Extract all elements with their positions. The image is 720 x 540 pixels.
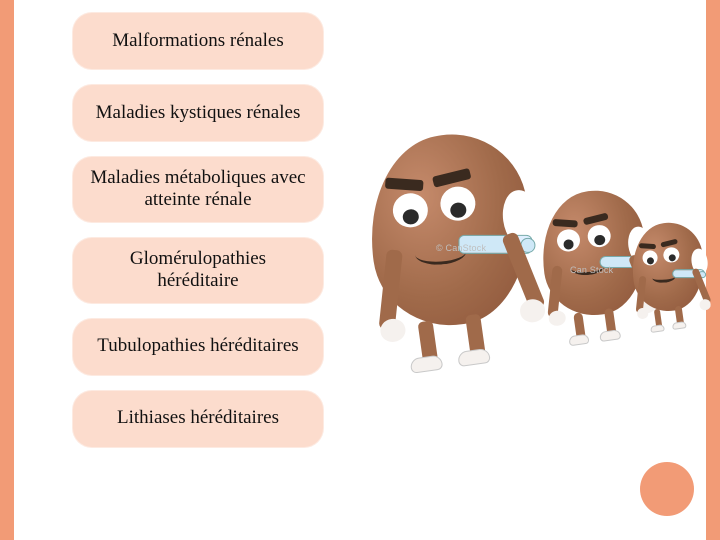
category-label: Glomérulopathies héréditaire bbox=[87, 248, 309, 293]
category-list: Malformations rénales Maladies kystiques… bbox=[72, 12, 324, 448]
category-pill: Maladies kystiques rénales bbox=[72, 84, 324, 142]
category-pill: Glomérulopathies héréditaire bbox=[72, 237, 324, 304]
kidney-character bbox=[370, 135, 530, 325]
category-label: Lithiases héréditaires bbox=[117, 407, 279, 429]
category-pill: Malformations rénales bbox=[72, 12, 324, 70]
watermark-text: © CanStock bbox=[436, 243, 486, 253]
watermark-text: Can Stock bbox=[570, 265, 613, 275]
category-pill: Maladies métaboliques avec atteinte réna… bbox=[72, 156, 324, 223]
category-pill: Lithiases héréditaires bbox=[72, 390, 324, 448]
category-label: Malformations rénales bbox=[112, 30, 283, 52]
kidney-character bbox=[542, 191, 646, 315]
accent-circle bbox=[640, 462, 694, 516]
slide-left-border bbox=[0, 0, 14, 540]
slide-right-border bbox=[706, 0, 720, 540]
category-pill: Tubulopathies héréditaires bbox=[72, 318, 324, 376]
kidney-character bbox=[632, 223, 704, 311]
kidney-illustration: © CanStock Can Stock bbox=[370, 135, 700, 355]
category-label: Maladies kystiques rénales bbox=[96, 102, 301, 124]
category-label: Tubulopathies héréditaires bbox=[97, 335, 298, 357]
category-label: Maladies métaboliques avec atteinte réna… bbox=[87, 167, 309, 212]
